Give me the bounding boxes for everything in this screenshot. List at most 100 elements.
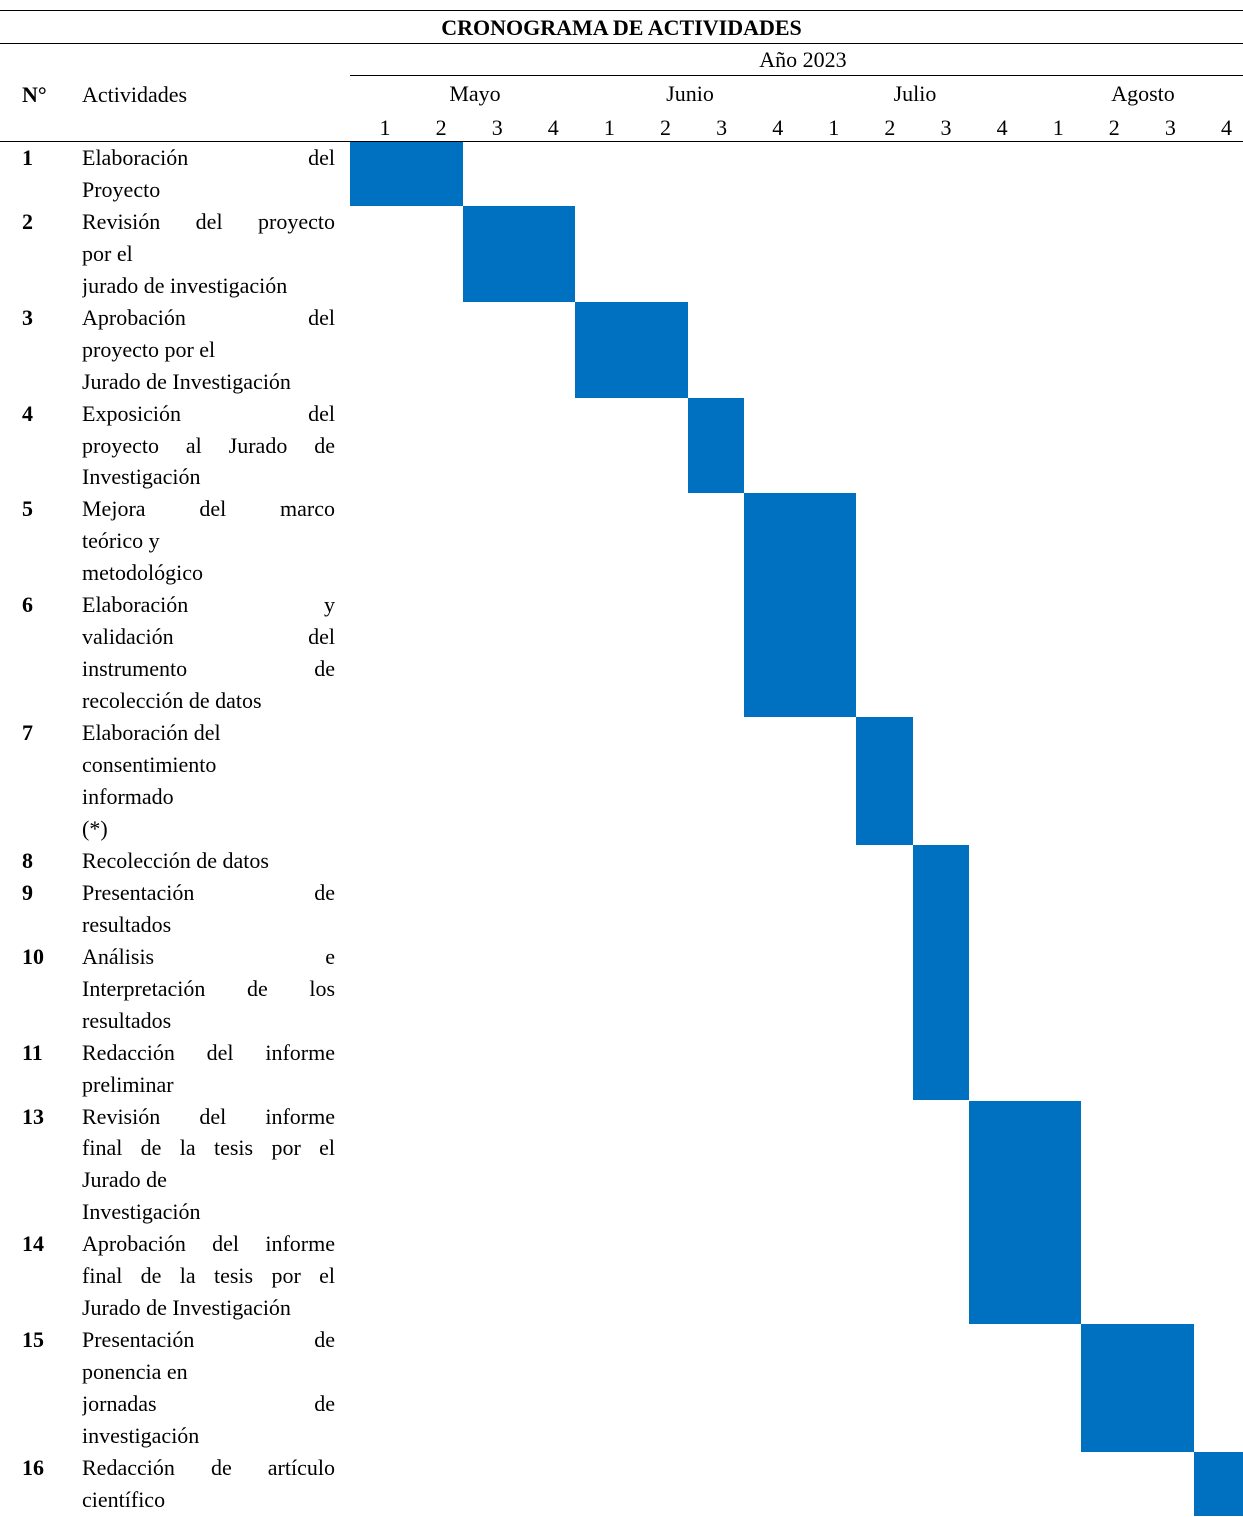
activity-text-line: Elaboración y bbox=[82, 592, 335, 618]
activity-number: 6 bbox=[22, 592, 33, 618]
activity-text-line: Revisión del proyecto bbox=[82, 208, 335, 234]
activity-description: Análisis e Interpretación de los resultado… bbox=[82, 941, 335, 1037]
week-label: 2 bbox=[435, 115, 447, 140]
activity-number: 14 bbox=[22, 1231, 44, 1257]
gantt-bar bbox=[968, 1228, 1082, 1325]
week-label: 3 bbox=[716, 115, 728, 140]
month-julio: Julio bbox=[893, 81, 937, 106]
activity-text-line: instrumento de bbox=[82, 656, 335, 682]
activity-description: Presentación de ponencia en jornadas de inv… bbox=[82, 1324, 335, 1452]
activity-text-line: Mejora del marco bbox=[82, 496, 335, 522]
activity-description: Recolección de datos bbox=[82, 845, 335, 877]
activity-text-line: Análisis e bbox=[82, 943, 335, 969]
activity-text-line: teórico y bbox=[82, 528, 160, 554]
activity-text-line: proyecto al Jurado de bbox=[82, 432, 335, 458]
activity-text-line: resultados bbox=[82, 911, 172, 937]
activity-description: Aprobación del informe final de la tesis … bbox=[82, 1228, 335, 1324]
activity-description: Redacción del informe preliminar bbox=[82, 1037, 335, 1101]
week-label: 4 bbox=[996, 115, 1008, 140]
activity-number: 4 bbox=[22, 400, 33, 426]
top-rule bbox=[0, 10, 1243, 11]
week-label: 2 bbox=[1108, 115, 1120, 140]
week-label: 1 bbox=[603, 115, 615, 140]
activity-description: Elaboración del Proyecto bbox=[82, 142, 335, 206]
activity-text-line: Redacción del informe bbox=[82, 1039, 335, 1065]
week-label: 4 bbox=[772, 115, 784, 140]
month-agosto: Agosto bbox=[1111, 81, 1175, 106]
activity-text-line: Proyecto bbox=[82, 176, 161, 202]
activity-text-line: Redacción de artículo bbox=[82, 1454, 335, 1480]
activity-description: Revisión del proyecto por el jurado de inv… bbox=[82, 206, 335, 302]
activity-text-line: Jurado de Investigación bbox=[82, 368, 291, 394]
week-label: 3 bbox=[491, 115, 503, 140]
activity-description: Elaboración del consentimiento informado (*… bbox=[82, 717, 335, 845]
activity-number: 3 bbox=[22, 304, 33, 330]
page-title: CRONOGRAMA DE ACTIVIDADES bbox=[441, 15, 802, 40]
activity-text-line: Presentación de bbox=[82, 1327, 335, 1353]
activity-text-line: Recolección de datos bbox=[82, 847, 269, 873]
activity-number: 1 bbox=[22, 145, 33, 170]
activity-description: Aprobación del proyecto por el Jurado de I… bbox=[82, 302, 335, 398]
activity-text-line: recolección de datos bbox=[82, 688, 262, 714]
activity-text-line: Investigación bbox=[82, 1199, 201, 1225]
activity-text-line: informado bbox=[82, 783, 174, 809]
gantt-bar bbox=[462, 205, 575, 302]
activity-number: 9 bbox=[22, 879, 33, 905]
month-junio: Junio bbox=[666, 81, 714, 106]
activity-text-line: por el bbox=[82, 240, 133, 266]
gantt-bar bbox=[912, 876, 969, 941]
gantt-bar bbox=[1193, 1451, 1243, 1516]
year-label: Año 2023 bbox=[759, 47, 847, 72]
activity-description: Revisión del informe final de la tesis po… bbox=[82, 1101, 335, 1229]
activity-text-line: proyecto por el bbox=[82, 336, 216, 362]
activity-description: Elaboración y validación del instrumento d… bbox=[82, 589, 335, 717]
gantt-bar bbox=[350, 142, 463, 206]
activity-text-line: ponencia en bbox=[82, 1359, 188, 1385]
week-label: 2 bbox=[660, 115, 671, 140]
activity-text-line: jurado de investigación bbox=[82, 272, 288, 298]
activity-text-line: resultados bbox=[82, 1007, 172, 1033]
activity-description: Presentación de resultados bbox=[82, 877, 335, 941]
week-label: 1 bbox=[828, 115, 840, 140]
week-label: 4 bbox=[547, 115, 559, 140]
activity-description: Mejora del marco teórico y metodológico bbox=[82, 493, 335, 589]
gantt-bar bbox=[1081, 1324, 1194, 1452]
gantt-bar bbox=[856, 717, 913, 845]
activity-text-line: Presentación de bbox=[82, 879, 335, 905]
activity-text-line: validación del bbox=[82, 624, 335, 650]
activity-text-line: consentimiento bbox=[82, 752, 217, 778]
week-label: 4 bbox=[1221, 115, 1232, 140]
week-label: 1 bbox=[379, 115, 391, 140]
activity-number: 5 bbox=[22, 496, 33, 522]
activity-number: 7 bbox=[22, 720, 33, 746]
gantt-bar bbox=[912, 1036, 969, 1101]
activity-text-line: Jurado de bbox=[82, 1167, 167, 1193]
activity-text-line: Investigación bbox=[82, 464, 201, 490]
header-number: N° bbox=[22, 82, 47, 107]
title-rule bbox=[0, 43, 1243, 44]
gantt-bar bbox=[968, 1100, 1082, 1229]
week-label: 3 bbox=[940, 115, 952, 140]
activity-number: 8 bbox=[22, 847, 33, 873]
gantt-bar bbox=[743, 493, 857, 590]
activity-number: 10 bbox=[22, 943, 44, 969]
activity-text-line: Elaboración del bbox=[82, 720, 221, 746]
activity-number: 2 bbox=[22, 208, 33, 234]
activity-number: 13 bbox=[22, 1103, 44, 1129]
activity-description: Redacción de artículo científico bbox=[82, 1452, 335, 1516]
activity-text-line: Revisión del informe bbox=[82, 1103, 335, 1129]
activity-text-line: investigación bbox=[82, 1422, 200, 1448]
gantt-bar bbox=[912, 844, 969, 877]
activity-description: Exposición del proyecto al Jurado de Inves… bbox=[82, 398, 335, 494]
activity-text-line: (*) bbox=[82, 815, 108, 841]
week-label: 2 bbox=[884, 115, 896, 140]
gantt-bar bbox=[575, 301, 688, 398]
header-activities: Actividades bbox=[82, 82, 188, 107]
header-bottom-rule bbox=[0, 141, 1243, 142]
activity-text-line: Aprobación del informe bbox=[82, 1231, 335, 1257]
activity-text-line: Interpretación de los bbox=[82, 975, 335, 1001]
month-mayo: Mayo bbox=[449, 81, 501, 106]
activity-text-line: final de la tesis por el bbox=[82, 1135, 335, 1161]
gantt-bar bbox=[687, 397, 744, 494]
year-rule bbox=[350, 75, 1243, 76]
